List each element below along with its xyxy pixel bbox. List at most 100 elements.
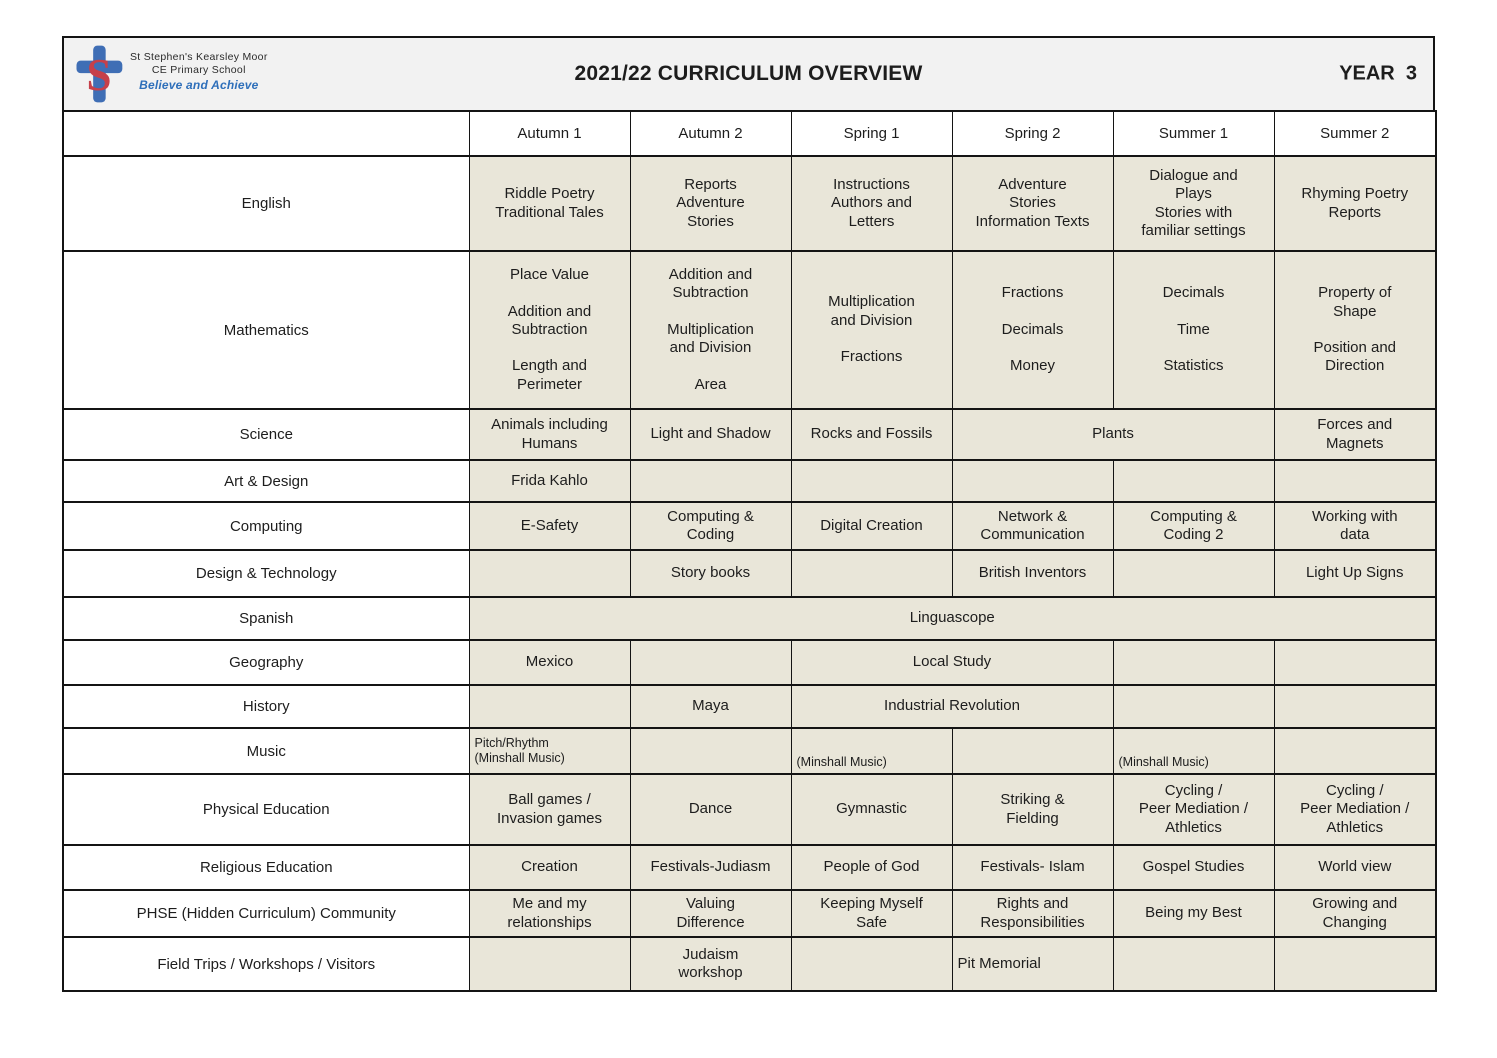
cell-science-summer-2: Forces and Magnets: [1273, 408, 1437, 461]
corner-cell: [62, 110, 470, 157]
cell-physical-education-autumn-2: Dance: [629, 773, 792, 846]
cell-history-autumn-1: [468, 684, 631, 729]
cell-field-trips-workshops-visitors-summer-2: [1273, 936, 1437, 992]
row-music: Music Pitch/Rhythm (Minshall Music) (Minsh…: [62, 727, 1437, 775]
cell-phse-hidden-curriculum-community-spring-1: Keeping Myself Safe: [790, 889, 953, 938]
cell-religious-education-summer-1: Gospel Studies: [1112, 844, 1275, 891]
cell-mathematics-summer-1: Decimals Time Statistics: [1112, 250, 1275, 410]
cell-physical-education-spring-2: Striking & Fielding: [951, 773, 1114, 846]
term-header-spring-1: Spring 1: [790, 110, 953, 157]
cell-music-spring-2: [951, 727, 1114, 775]
term-header-summer-1: Summer 1: [1112, 110, 1275, 157]
cell-phse-hidden-curriculum-community-summer-1: Being my Best: [1112, 889, 1275, 938]
cell-geography-autumn-1: Mexico: [468, 639, 631, 686]
cell-science-spring-2: Plants: [951, 408, 1275, 461]
school-name-block: St Stephen's Kearsley Moor CE Primary Sc…: [130, 44, 268, 92]
term-header-autumn-2: Autumn 2: [629, 110, 792, 157]
cell-english-summer-2: Rhyming Poetry Reports: [1273, 155, 1437, 252]
row-geography: Geography Mexico Local Study: [62, 639, 1437, 686]
subject-label-field-trips-workshops-visitors: Field Trips / Workshops / Visitors: [62, 936, 470, 992]
cell-religious-education-summer-2: World view: [1273, 844, 1437, 891]
row-physical-education: Physical Education Ball games / Invasion …: [62, 773, 1437, 846]
cell-english-spring-1: Instructions Authors and Letters: [790, 155, 953, 252]
row-religious-education: Religious Education Creation Festivals-Jud…: [62, 844, 1437, 891]
cell-geography-summer-2: [1273, 639, 1437, 686]
row-phse-hidden-curriculum-community: PHSE (Hidden Curriculum) Community Me and…: [62, 889, 1437, 938]
cell-geography-autumn-2: [629, 639, 792, 686]
cell-design-technology-spring-2: British Inventors: [951, 549, 1114, 598]
cell-design-technology-spring-1: [790, 549, 953, 598]
school-crest-icon: S: [76, 45, 123, 103]
cell-mathematics-autumn-2: Addition and Subtraction Multiplication …: [629, 250, 792, 410]
cell-field-trips-workshops-visitors-autumn-2: Judaism workshop: [629, 936, 792, 992]
cell-science-autumn-1: Animals including Humans: [468, 408, 631, 461]
cell-phse-hidden-curriculum-community-spring-2: Rights and Responsibilities: [951, 889, 1114, 938]
school-logo: S St Stephen's Kearsley Moor CE Primary …: [74, 44, 268, 104]
cell-history-autumn-2: Maya: [629, 684, 792, 729]
cell-computing-spring-1: Digital Creation: [790, 501, 953, 551]
cell-spanish-autumn-1: Linguascope: [468, 596, 1437, 641]
cell-english-spring-2: Adventure Stories Information Texts: [951, 155, 1114, 252]
subject-label-spanish: Spanish: [62, 596, 470, 641]
subject-label-geography: Geography: [62, 639, 470, 686]
subject-label-design-technology: Design & Technology: [62, 549, 470, 598]
subject-label-music: Music: [62, 727, 470, 775]
cell-field-trips-workshops-visitors-summer-1: [1112, 936, 1275, 992]
row-art-design: Art & Design Frida Kahlo: [62, 459, 1437, 503]
cell-geography-summer-1: [1112, 639, 1275, 686]
cell-religious-education-autumn-1: Creation: [468, 844, 631, 891]
subject-label-science: Science: [62, 408, 470, 461]
cell-religious-education-spring-1: People of God: [790, 844, 953, 891]
cell-physical-education-autumn-1: Ball games / Invasion games: [468, 773, 631, 846]
cell-computing-autumn-2: Computing & Coding: [629, 501, 792, 551]
cell-religious-education-spring-2: Festivals- Islam: [951, 844, 1114, 891]
svg-text:S: S: [86, 50, 111, 100]
subject-label-art-design: Art & Design: [62, 459, 470, 503]
cell-music-autumn-2: [629, 727, 792, 775]
cell-art-design-summer-1: [1112, 459, 1275, 503]
cell-mathematics-spring-1: Multiplication and Division Fractions: [790, 250, 953, 410]
cell-field-trips-workshops-visitors-spring-2: Pit Memorial: [951, 936, 1114, 992]
cell-music-spring-1: (Minshall Music): [790, 727, 953, 775]
cell-religious-education-autumn-2: Festivals-Judiasm: [629, 844, 792, 891]
cell-science-autumn-2: Light and Shadow: [629, 408, 792, 461]
cell-science-spring-1: Rocks and Fossils: [790, 408, 953, 461]
cell-art-design-autumn-2: [629, 459, 792, 503]
subject-label-phse-hidden-curriculum-community: PHSE (Hidden Curriculum) Community: [62, 889, 470, 938]
cell-music-summer-2: [1273, 727, 1437, 775]
year-label: YEAR 3: [1339, 62, 1417, 85]
cell-art-design-autumn-1: Frida Kahlo: [468, 459, 631, 503]
cell-phse-hidden-curriculum-community-autumn-2: Valuing Difference: [629, 889, 792, 938]
cell-design-technology-summer-2: Light Up Signs: [1273, 549, 1437, 598]
cell-mathematics-autumn-1: Place Value Addition and Subtraction Len…: [468, 250, 631, 410]
cell-mathematics-spring-2: Fractions Decimals Money: [951, 250, 1114, 410]
cell-history-summer-2: [1273, 684, 1437, 729]
cell-computing-autumn-1: E-Safety: [468, 501, 631, 551]
cell-design-technology-autumn-1: [468, 549, 631, 598]
cell-mathematics-summer-2: Property of Shape Position and Direction: [1273, 250, 1437, 410]
term-header-summer-2: Summer 2: [1273, 110, 1437, 157]
curriculum-document: S St Stephen's Kearsley Moor CE Primary …: [62, 36, 1437, 992]
cell-physical-education-summer-1: Cycling / Peer Mediation / Athletics: [1112, 773, 1275, 846]
cell-music-autumn-1: Pitch/Rhythm (Minshall Music): [468, 727, 631, 775]
school-name-line1: St Stephen's Kearsley Moor: [130, 51, 268, 63]
cell-phse-hidden-curriculum-community-summer-2: Growing and Changing: [1273, 889, 1437, 938]
cell-design-technology-autumn-2: Story books: [629, 549, 792, 598]
cell-music-summer-1: (Minshall Music): [1112, 727, 1275, 775]
row-design-technology: Design & Technology Story books British In…: [62, 549, 1437, 598]
cell-physical-education-spring-1: Gymnastic: [790, 773, 953, 846]
curriculum-table-body: English Riddle Poetry Traditional Tales Re…: [62, 155, 1437, 992]
cell-art-design-spring-1: [790, 459, 953, 503]
term-header-row: Autumn 1 Autumn 2 Spring 1 Spring 2 Summer 1…: [62, 110, 1437, 157]
cell-art-design-summer-2: [1273, 459, 1437, 503]
row-field-trips-workshops-visitors: Field Trips / Workshops / Visitors Judais…: [62, 936, 1437, 992]
cell-history-spring-1: Industrial Revolution: [790, 684, 1114, 729]
row-spanish: Spanish Linguascope: [62, 596, 1437, 641]
page-title: 2021/22 CURRICULUM OVERVIEW: [574, 62, 923, 85]
cell-english-autumn-1: Riddle Poetry Traditional Tales: [468, 155, 631, 252]
subject-label-computing: Computing: [62, 501, 470, 551]
cell-english-autumn-2: Reports Adventure Stories: [629, 155, 792, 252]
subject-label-mathematics: Mathematics: [62, 250, 470, 410]
row-computing: Computing E-Safety Computing & Coding Digit…: [62, 501, 1437, 551]
cell-field-trips-workshops-visitors-spring-1: [790, 936, 953, 992]
